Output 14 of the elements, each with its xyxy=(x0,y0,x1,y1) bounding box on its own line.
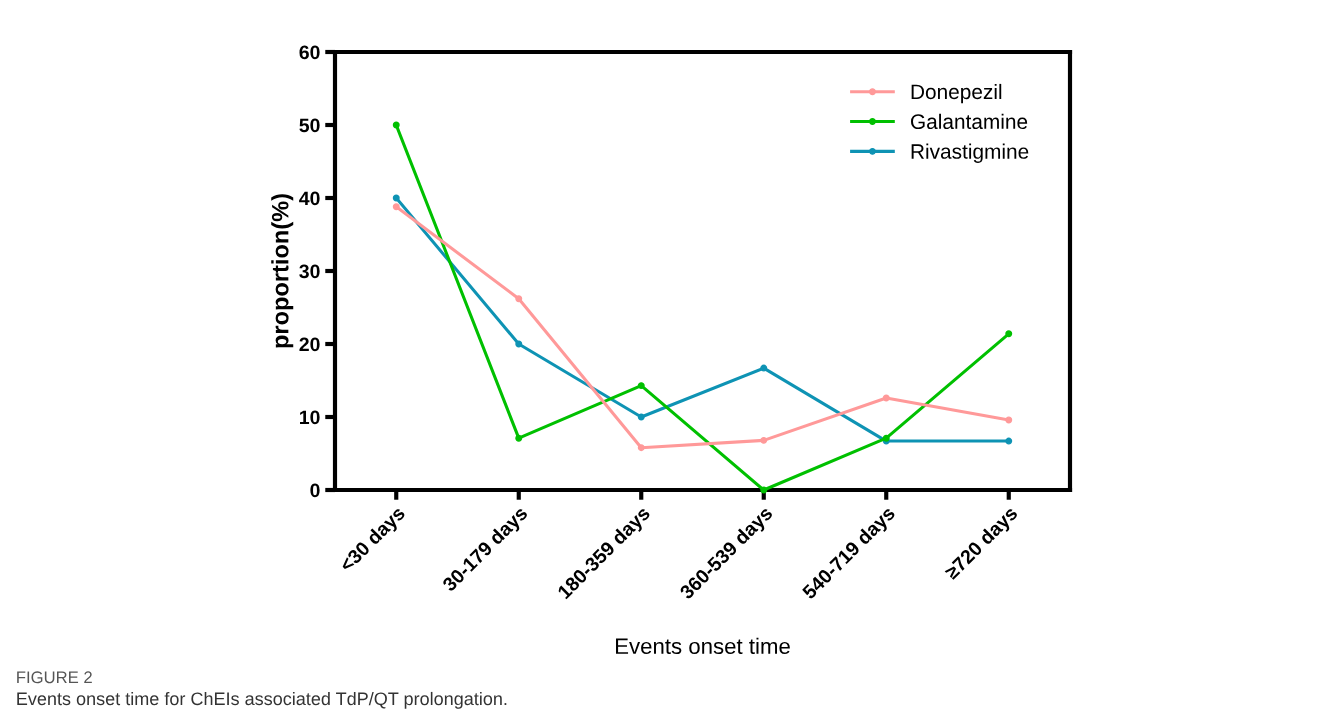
caption: FIGURE 2 xyxy=(17,671,92,684)
legend-label: Galantamine xyxy=(911,113,1028,130)
y-tick-label: 20 xyxy=(299,337,320,352)
y-tick-label: 40 xyxy=(299,191,320,206)
y-tick-label: 50 xyxy=(299,118,320,133)
y-tick-label: 60 xyxy=(299,45,320,60)
legend-label: Donepezil xyxy=(911,83,1002,104)
legend-label: Rivastigmine xyxy=(911,143,1029,163)
y-tick-label: 10 xyxy=(300,410,320,425)
y-tick-label: 30 xyxy=(299,264,320,279)
text: Events onset time for ChEIs associated TdP/QT prolongation. xyxy=(17,691,507,709)
y-tick-label: 0 xyxy=(310,483,320,498)
y-axis-title: proportion(%) xyxy=(271,194,294,348)
x-axis-title: Events onset time xyxy=(616,637,790,655)
